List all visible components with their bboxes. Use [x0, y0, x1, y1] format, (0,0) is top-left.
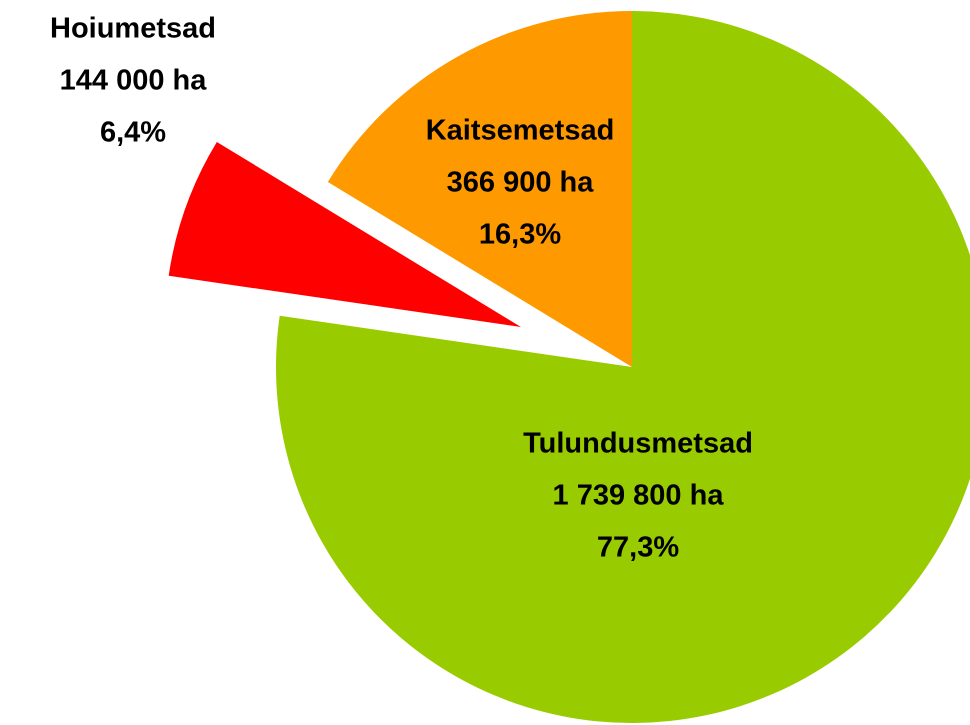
- slice-category-label: Hoiumetsad: [50, 13, 216, 45]
- slice-area-label: 1 739 800 ha: [553, 480, 725, 512]
- slice-area-label: 144 000 ha: [60, 65, 208, 97]
- slice-category-label: Kaitsemetsad: [426, 115, 615, 147]
- slice-value-label: 77,3%: [597, 532, 679, 564]
- slice-value-label: 16,3%: [479, 219, 561, 251]
- pie-slice: [327, 11, 632, 367]
- slice-value-label: 6,4%: [100, 117, 166, 149]
- pie-slice: [168, 141, 521, 328]
- slice-category-label: Tulundusmetsad: [523, 428, 753, 460]
- slice-area-label: 366 900 ha: [447, 167, 595, 199]
- pie-slice: [276, 11, 970, 723]
